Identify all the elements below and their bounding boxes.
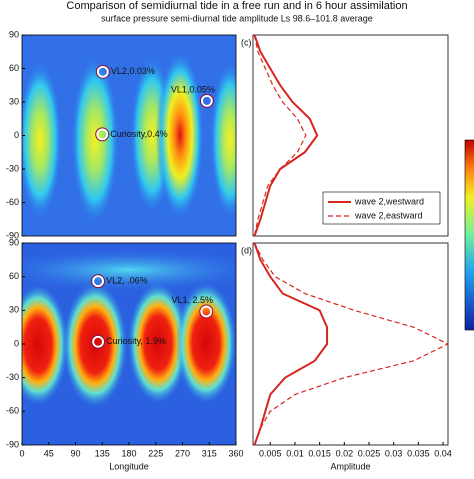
x-tick-label: 0.04	[434, 448, 452, 458]
x-tick-label: 180	[121, 448, 136, 458]
y-tick-label: 60	[9, 63, 19, 73]
x-axis-label: Longitude	[109, 461, 149, 471]
title: Comparison of semidiurnal tide in a free…	[66, 0, 407, 12]
station-label: VL2, .06%	[106, 276, 148, 286]
station-label: Curiosity,0.4%	[110, 129, 167, 139]
x-tick-label: 0.02	[336, 448, 354, 458]
x-tick-label: 270	[175, 448, 190, 458]
y-tick-label: -60	[6, 197, 19, 207]
y-tick-label: -30	[6, 163, 19, 173]
station-label: VL1, 2.5%	[172, 295, 214, 305]
station-ring	[199, 93, 214, 108]
x-tick-label: 315	[202, 448, 217, 458]
panel-label: (c)	[241, 37, 252, 47]
y-tick-label: 0	[14, 338, 19, 348]
x-tick-label: 0	[19, 448, 24, 458]
y-tick-label: 0	[14, 130, 19, 140]
legend-label: wave 2,eastward	[354, 210, 423, 220]
station-ring	[91, 274, 106, 289]
y-tick-label: 90	[9, 237, 19, 247]
heatmap-bottom	[22, 243, 236, 445]
legend-box	[322, 191, 441, 225]
x-tick-label: 360	[228, 448, 243, 458]
station-marker	[96, 128, 109, 141]
y-tick-label: 60	[9, 271, 19, 281]
series-line	[253, 34, 319, 237]
station-marker	[96, 65, 109, 78]
series-line	[253, 242, 329, 446]
station-ring	[95, 64, 110, 79]
x-tick-label: 0.015	[308, 448, 331, 458]
y-tick-label: -60	[6, 406, 19, 416]
station-marker	[92, 275, 105, 288]
panel-label: (d)	[241, 245, 252, 255]
x-tick-label: 90	[70, 448, 80, 458]
subtitle: surface pressure semi-diurnal tide ampli…	[101, 13, 373, 23]
y-tick-label: 30	[9, 305, 19, 315]
y-tick-label: -90	[6, 230, 19, 240]
station-marker	[200, 305, 213, 318]
plot-frame	[252, 34, 449, 237]
x-tick-label: 0.025	[358, 448, 381, 458]
heatmap-top	[22, 35, 236, 236]
x-axis-label: Amplitude	[330, 461, 370, 471]
x-tick-label: 0.03	[385, 448, 403, 458]
station-ring	[91, 334, 106, 349]
series-line	[253, 242, 450, 446]
plot-frame	[252, 242, 449, 446]
x-tick-label: 0.035	[407, 448, 430, 458]
series-line	[253, 34, 307, 237]
y-tick-label: -90	[6, 439, 19, 449]
station-label: VL2,0.03%	[111, 66, 155, 76]
x-tick-label: 0.01	[286, 448, 304, 458]
y-tick-label: 30	[9, 96, 19, 106]
station-label: Curiosity, 1.9%	[106, 336, 166, 346]
colorbar	[464, 139, 474, 331]
station-ring	[95, 127, 110, 142]
x-tick-label: 0.005	[259, 448, 282, 458]
x-tick-label: 45	[44, 448, 54, 458]
x-tick-label: 225	[148, 448, 163, 458]
legend-label: wave 2,westward	[354, 196, 424, 206]
station-marker	[92, 335, 105, 348]
x-tick-label: 135	[95, 448, 110, 458]
y-tick-label: 90	[9, 29, 19, 39]
y-tick-label: -30	[6, 372, 19, 382]
station-label: VL1,0.05%	[171, 84, 215, 94]
station-marker	[200, 94, 213, 107]
station-ring	[199, 304, 214, 319]
